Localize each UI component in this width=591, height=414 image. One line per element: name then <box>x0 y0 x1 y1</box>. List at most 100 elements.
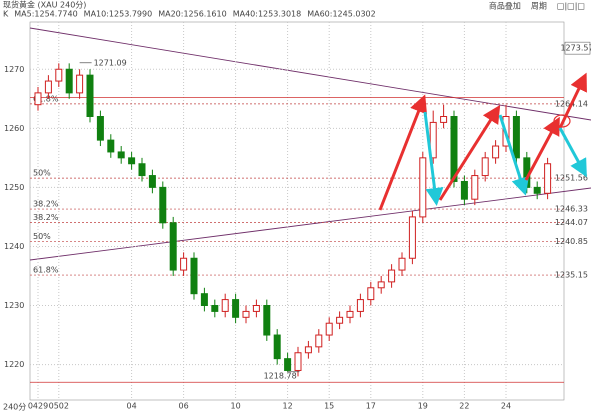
candle-body <box>128 157 136 165</box>
y-tick-label: 1260 <box>4 124 24 133</box>
candle-body <box>211 305 219 312</box>
candle-body <box>294 352 302 371</box>
candle-body <box>388 269 396 283</box>
candle-body <box>117 151 125 159</box>
candle-body <box>336 316 344 324</box>
indicator: MA5:1254.7740 <box>14 10 77 19</box>
annotation: 1218.78 <box>264 371 297 380</box>
x-tick-label: 12 <box>283 402 293 411</box>
candle-body <box>221 299 229 312</box>
level-price: 1246.33 <box>555 205 588 214</box>
level-label: 61.8% <box>33 94 59 103</box>
highlight-circle <box>553 114 571 128</box>
x-tick-label: 04 <box>127 402 137 411</box>
toolbar-button[interactable]: 周期 <box>531 2 547 11</box>
candle-body <box>492 145 500 159</box>
candle-body <box>242 310 250 318</box>
candle-body <box>356 299 364 312</box>
level-label: 38.2% <box>33 213 59 222</box>
candle-body <box>408 216 416 259</box>
candle-body <box>232 299 240 318</box>
candle-body <box>159 186 167 224</box>
symbol: 现货黄金 (XAU 240分) <box>3 0 86 10</box>
x-tick-label: 0429 <box>28 402 48 411</box>
candle-body <box>34 92 42 106</box>
candle-body <box>481 157 489 177</box>
candle-body <box>533 186 541 194</box>
indicator: MA20:1256.1610 <box>158 10 227 19</box>
indicator: MA40:1253.3018 <box>233 10 302 19</box>
level-label: 61.8% <box>33 266 59 275</box>
candle-body <box>450 116 458 182</box>
toolbar-button[interactable]: □|□|□ <box>557 2 585 11</box>
level-price: 1240.85 <box>555 237 588 246</box>
candle-body <box>200 293 208 306</box>
candle-body <box>284 358 292 371</box>
candle-body <box>512 116 520 159</box>
trend-line <box>29 27 591 121</box>
y-tick-label: 1230 <box>4 301 24 310</box>
candle-body <box>419 157 427 218</box>
indicator: MA10:1253.7990 <box>84 10 153 19</box>
candle-body <box>429 121 437 159</box>
x-tick-label: 19 <box>418 402 428 411</box>
candle-body <box>263 305 271 336</box>
last-price-box <box>564 41 591 55</box>
last-price: 1273.57 <box>560 44 591 53</box>
candle-body <box>367 287 375 301</box>
y-tick-label: 1270 <box>4 65 24 74</box>
candle-body <box>460 180 468 200</box>
x-tick-label: 22 <box>459 402 469 411</box>
x-tick-label: 0502 <box>49 402 69 411</box>
indicator: MA60:1245.0302 <box>307 10 376 19</box>
candle-body <box>325 322 333 336</box>
candle-body <box>273 334 281 360</box>
y-tick-label: 1240 <box>4 242 24 251</box>
plot-frame <box>29 21 565 401</box>
candle-body <box>86 74 94 117</box>
candle-body <box>138 163 146 177</box>
toolbar: □|□|□ 周期 商品叠加 <box>489 1 585 11</box>
candle-body <box>55 68 63 82</box>
level-price: 1235.15 <box>555 271 588 280</box>
candle-body <box>76 74 84 94</box>
period: 240分 <box>3 403 26 412</box>
candle-body <box>190 257 198 295</box>
x-tick-label: 17 <box>366 402 376 411</box>
x-tick-label: 06 <box>179 402 189 411</box>
candle-body <box>148 175 156 188</box>
candle-body <box>346 310 354 318</box>
level-price: 1244.07 <box>555 218 588 227</box>
candle-body <box>304 346 312 354</box>
x-tick-label: 10 <box>231 402 241 411</box>
candle-body <box>107 139 115 153</box>
level-label: 38.2% <box>33 200 59 209</box>
candle-body <box>65 68 73 94</box>
arrows <box>378 72 587 211</box>
level-label: 50% <box>33 169 51 178</box>
candle-body <box>44 80 52 94</box>
x-tick-label: 15 <box>324 402 334 411</box>
indicator: K <box>3 10 9 19</box>
candle-body <box>252 305 260 312</box>
candle-body <box>398 257 406 271</box>
level-label: 50% <box>33 232 51 241</box>
trend-line <box>29 187 591 261</box>
toolbar-button[interactable]: 商品叠加 <box>489 1 521 11</box>
candle-body <box>544 163 552 194</box>
candle-body <box>440 116 448 123</box>
annotation: 1271.09 <box>94 58 127 67</box>
candle-body <box>96 116 104 141</box>
candle-body <box>377 281 385 289</box>
candle-body <box>315 334 323 348</box>
candle-body <box>169 222 177 271</box>
y-tick-label: 1220 <box>4 360 24 369</box>
indicator-legend: K MA5:1254.7740 MA10:1253.7990 MA20:1256.16… <box>3 10 376 19</box>
x-tick-label: 24 <box>501 402 511 411</box>
candle-body <box>471 175 479 200</box>
level-price: 1251.56 <box>555 174 588 183</box>
candle-body <box>180 257 188 271</box>
